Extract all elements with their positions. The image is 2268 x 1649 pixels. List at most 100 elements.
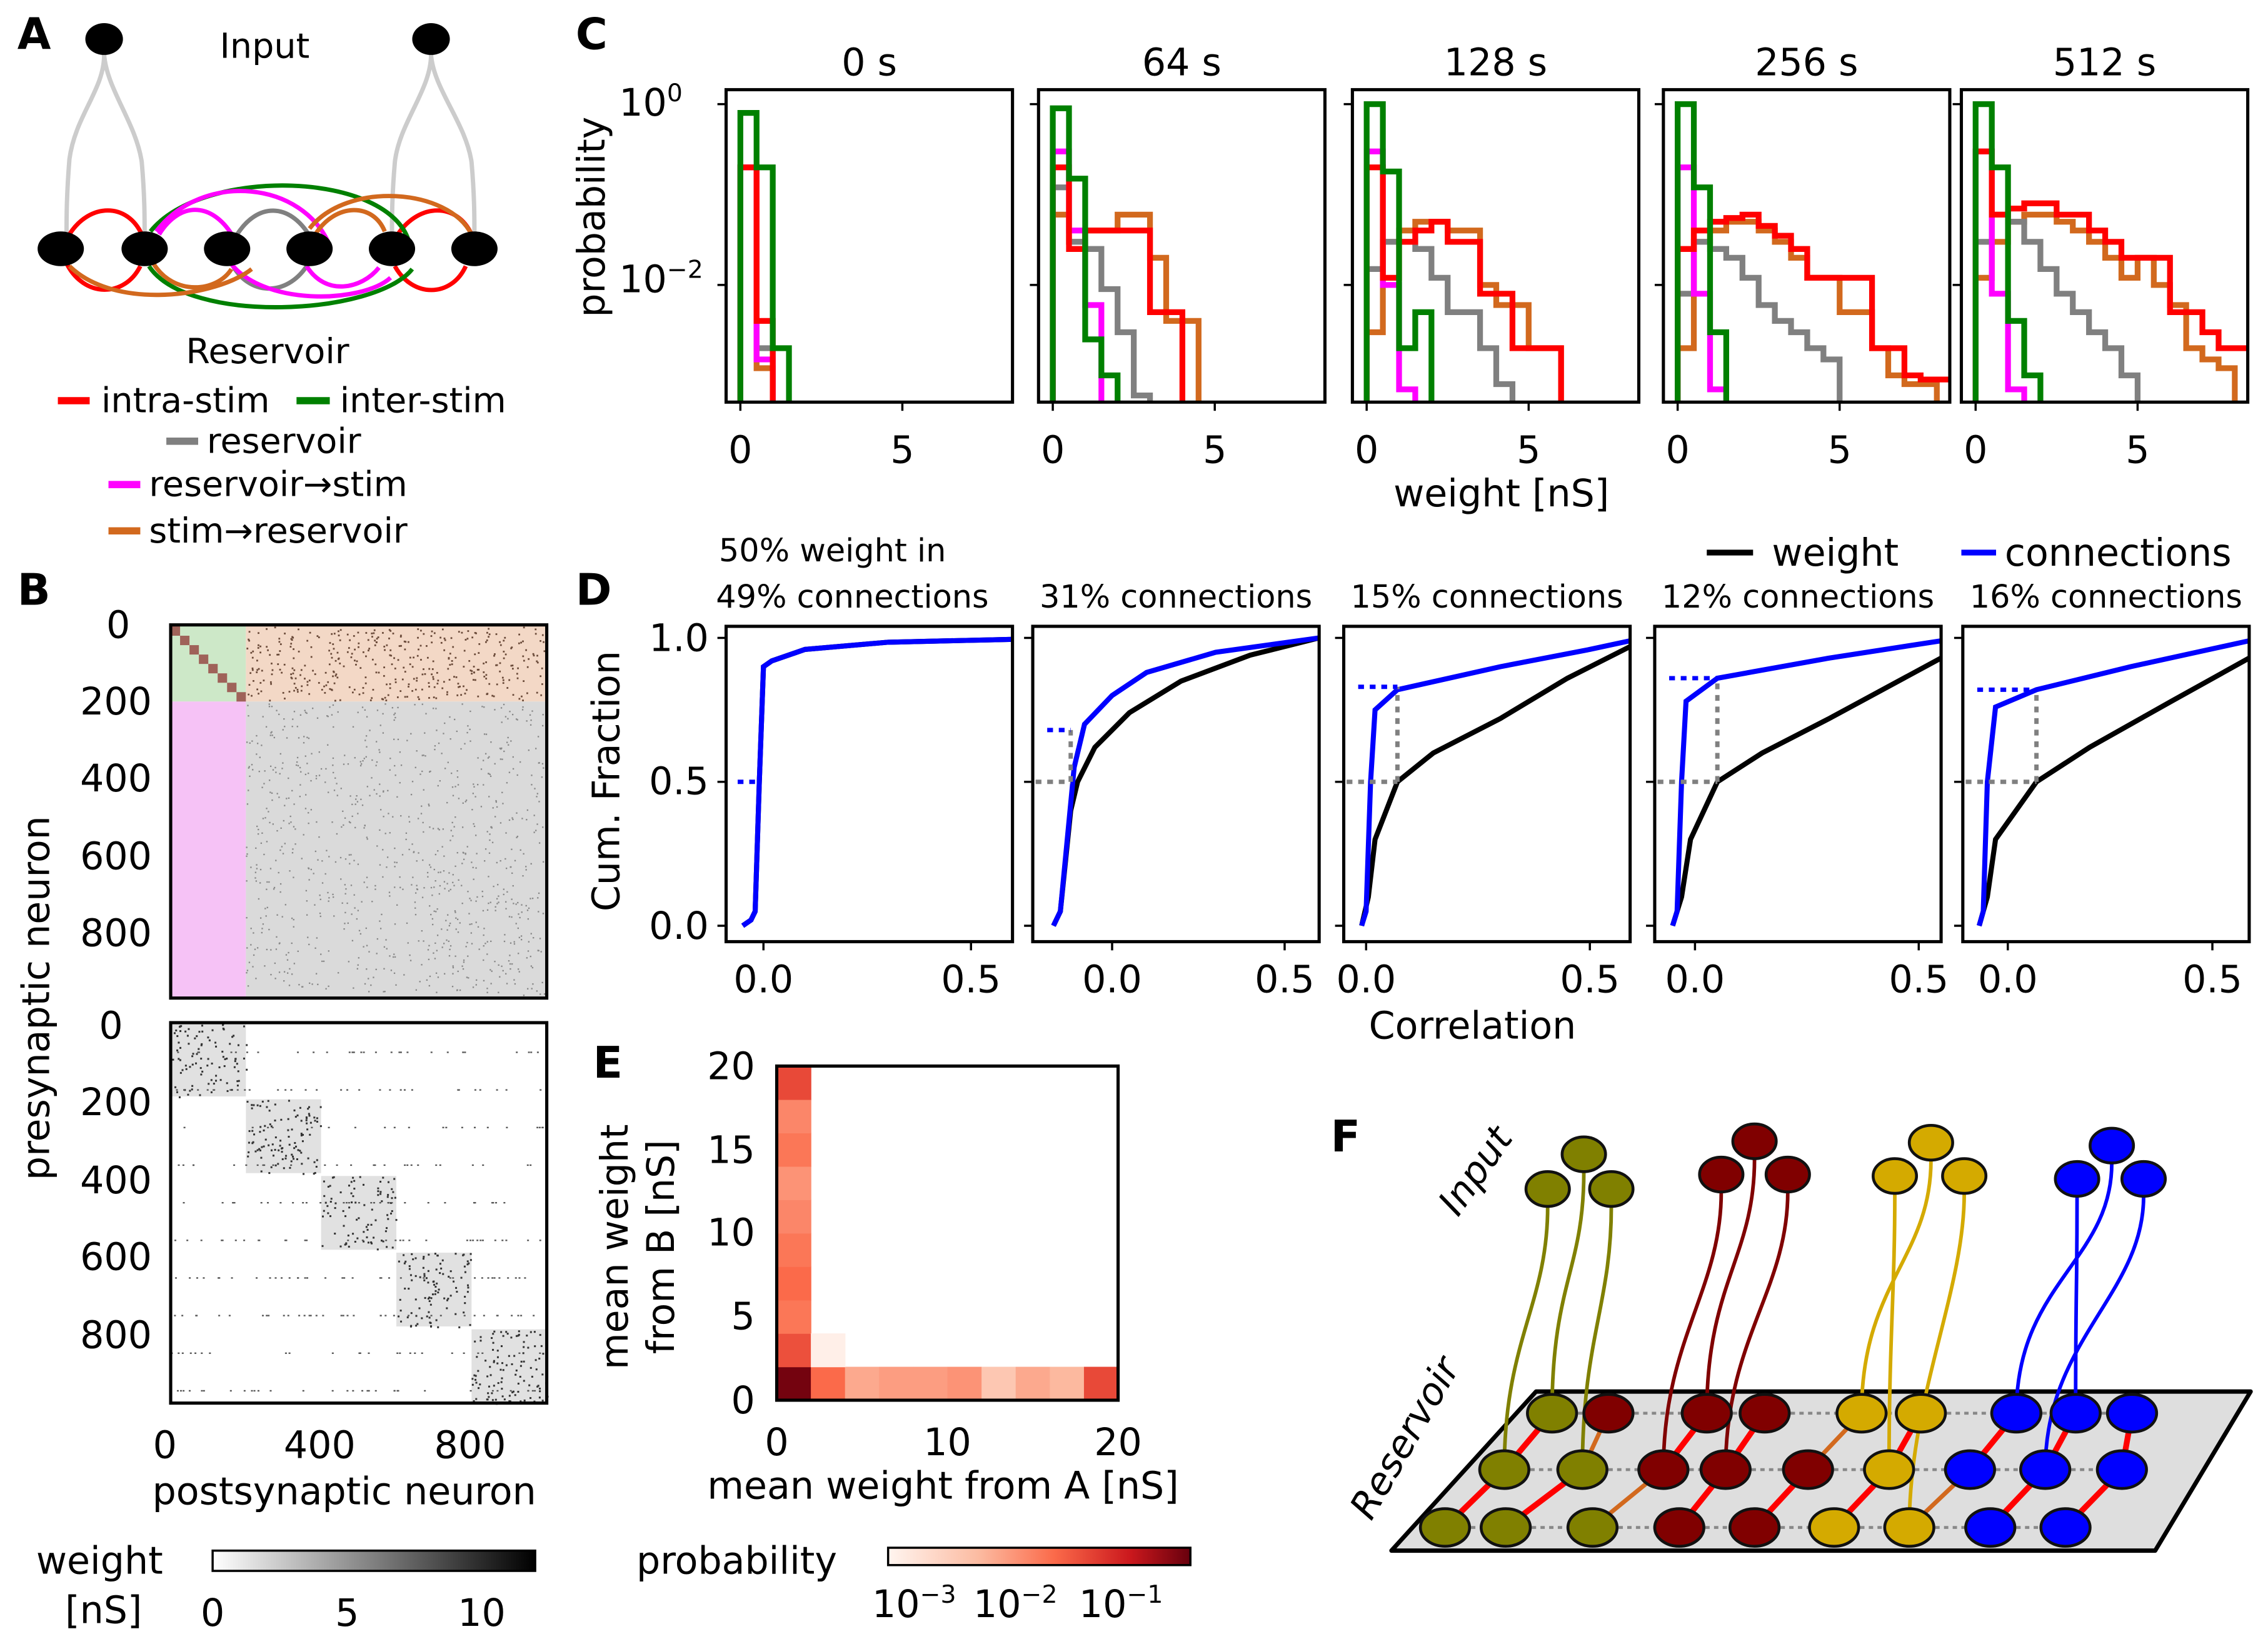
matrix-entry	[320, 953, 322, 955]
matrix-entry	[444, 973, 446, 975]
matrix-entry	[532, 653, 534, 655]
matrix-entry	[525, 905, 527, 907]
matrix-entry	[256, 864, 258, 866]
matrix-entry	[376, 638, 378, 640]
matrix-entry	[426, 645, 428, 647]
matrix-entry	[334, 1202, 337, 1205]
matrix-entry	[529, 724, 532, 726]
matrix-entry	[364, 983, 366, 985]
matrix-entry	[378, 671, 380, 674]
matrix-entry	[274, 1136, 277, 1139]
matrix-entry	[290, 821, 292, 823]
matrix-entry	[403, 666, 405, 669]
matrix-entry	[503, 888, 504, 890]
matrix-entry	[293, 919, 294, 921]
matrix-entry	[266, 628, 268, 630]
matrix-entry	[374, 1219, 377, 1221]
panel-d: D 50% weight in weight connections Cum. …	[576, 531, 2251, 1048]
matrix-entry	[483, 934, 484, 936]
heatmap-cell	[1083, 1366, 1119, 1401]
matrix-entry	[462, 802, 464, 804]
matrix-entry	[387, 789, 389, 791]
matrix-entry	[444, 888, 446, 890]
matrix-entry	[347, 1240, 349, 1241]
matrix-entry	[447, 668, 449, 670]
matrix-entry	[503, 639, 505, 642]
matrix-entry	[502, 803, 504, 804]
matrix-entry	[461, 863, 463, 865]
histogram-series-intra-stim	[1972, 148, 2248, 403]
matrix-entry	[286, 737, 288, 739]
matrix-entry	[494, 906, 496, 908]
matrix-entry	[411, 1089, 413, 1091]
matrix-entry	[475, 900, 477, 902]
matrix-entry	[311, 983, 313, 985]
matrix-entry	[259, 756, 261, 758]
matrix-entry	[459, 922, 461, 924]
matrix-entry	[464, 1051, 466, 1053]
matrix-entry	[176, 1091, 178, 1093]
matrix-entry	[374, 1390, 377, 1392]
matrix-entry	[436, 683, 439, 684]
matrix-entry	[477, 784, 479, 786]
matrix-entry	[537, 950, 539, 951]
matrix-entry	[379, 751, 381, 753]
matrix-entry	[179, 1046, 182, 1049]
matrix-entry	[200, 1058, 203, 1060]
matrix-entry	[329, 1215, 332, 1218]
matrix-entry	[371, 777, 373, 779]
matrix-entry	[386, 1214, 389, 1216]
matrix-entry	[536, 1051, 539, 1053]
matrix-entry	[510, 1336, 513, 1339]
matrix-entry	[454, 816, 456, 818]
matrix-entry	[414, 1298, 417, 1301]
matrix-entry	[461, 965, 463, 967]
matrix-entry	[382, 1240, 384, 1243]
heatmap-cell	[981, 1366, 1016, 1401]
matrix-entry	[353, 688, 356, 691]
reservoir-neuron	[1895, 1393, 1947, 1434]
matrix-entry	[499, 1368, 502, 1371]
matrix-entry	[251, 1142, 254, 1145]
matrix-entry	[502, 682, 504, 684]
matrix-entry	[457, 1089, 459, 1091]
input-projection	[1887, 1193, 1897, 1470]
matrix-entry	[185, 1068, 188, 1070]
matrix-entry	[414, 1352, 416, 1354]
matrix-entry	[431, 673, 433, 676]
matrix-entry	[359, 667, 362, 669]
matrix-block	[171, 626, 181, 636]
matrix-entry	[452, 1277, 454, 1279]
matrix-entry	[251, 1104, 253, 1106]
matrix-entry	[287, 1118, 289, 1120]
matrix-entry	[421, 1317, 423, 1320]
matrix-entry	[400, 1320, 403, 1323]
matrix-entry	[421, 930, 423, 932]
matrix-entry	[236, 1080, 239, 1083]
matrix-entry	[389, 683, 391, 685]
colorbar-tick: 10−2	[973, 1580, 1058, 1626]
matrix-entry	[281, 916, 283, 918]
matrix-entry	[176, 1390, 179, 1392]
matrix-entry	[391, 1188, 393, 1190]
matrix-entry	[443, 681, 445, 683]
reservoir-neuron	[1418, 1507, 1472, 1548]
matrix-entry	[430, 635, 433, 637]
connections-header: 31% connections	[1040, 579, 1312, 616]
matrix-entry	[517, 1315, 519, 1316]
matrix-entry	[221, 1240, 224, 1241]
matrix-entry	[447, 914, 449, 916]
matrix-entry	[323, 1195, 326, 1197]
subplot-frame	[1031, 624, 1321, 943]
matrix-entry	[536, 661, 539, 664]
matrix-entry	[281, 768, 283, 769]
matrix-entry	[299, 784, 301, 786]
matrix-entry	[473, 825, 476, 828]
matrix-entry	[269, 699, 271, 702]
matrix-entry	[259, 882, 261, 884]
matrix-entry	[394, 956, 396, 958]
matrix-entry	[392, 1191, 394, 1193]
matrix-entry	[263, 1145, 265, 1148]
matrix-entry	[274, 1148, 276, 1151]
matrix-entry	[344, 754, 346, 756]
